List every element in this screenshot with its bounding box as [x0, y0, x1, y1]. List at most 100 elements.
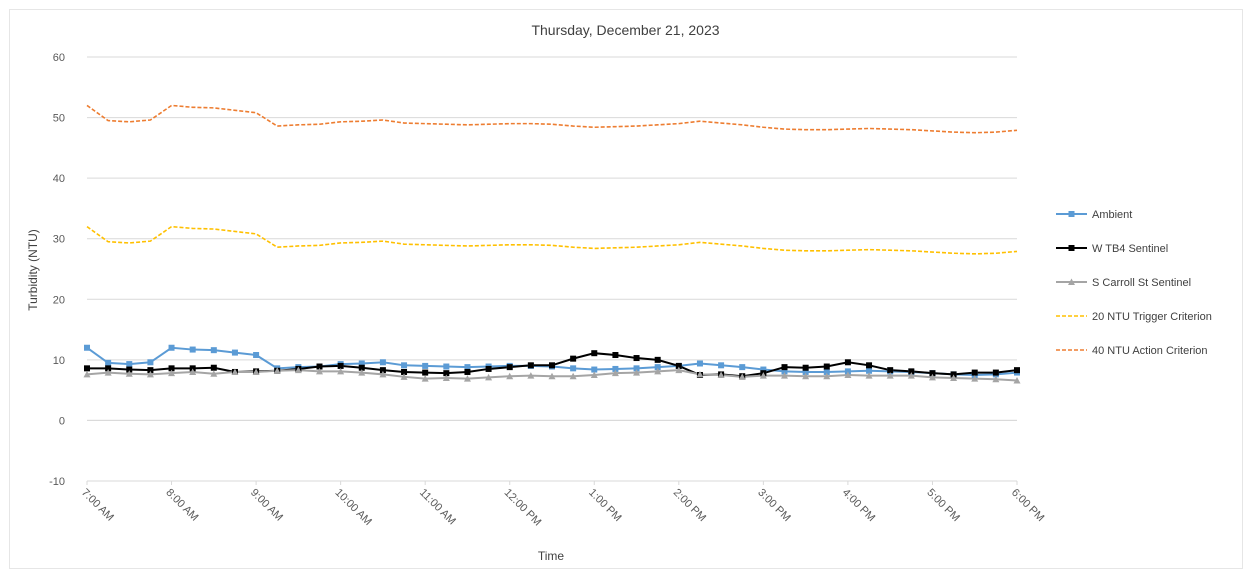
- data-point: [907, 372, 915, 379]
- data-point: [84, 344, 90, 351]
- legend-marker: [1068, 245, 1075, 251]
- data-point: [400, 373, 408, 380]
- x-tick-label: 9:00 AM: [248, 487, 285, 524]
- legend-entry: 20 NTU Trigger Criterion: [1092, 311, 1212, 323]
- data-point: [950, 371, 957, 378]
- series-line-4: [86, 104, 1018, 134]
- data-point: [633, 355, 640, 362]
- data-point: [844, 368, 851, 375]
- data-point: [105, 365, 112, 372]
- legend-entry: S Carroll St Sentinel: [1092, 277, 1191, 289]
- legend-marker: [1068, 278, 1075, 285]
- x-tick-label: 4:00 PM: [840, 487, 877, 524]
- data-point: [401, 362, 408, 369]
- data-point: [675, 366, 683, 374]
- data-point: [422, 362, 429, 369]
- y-tick-label: 60: [53, 52, 65, 64]
- data-point: [971, 369, 978, 376]
- y-tick-label: 0: [59, 415, 65, 427]
- data-point: [569, 372, 577, 380]
- data-point: [654, 356, 661, 363]
- data-point: [992, 369, 999, 376]
- data-point: [506, 372, 514, 380]
- x-tick-label: 7:00 AM: [79, 487, 116, 524]
- data-point: [485, 373, 493, 381]
- data-point: [570, 365, 577, 372]
- data-point: [866, 362, 873, 369]
- data-point: [189, 346, 196, 353]
- data-point: [696, 370, 704, 378]
- data-point: [823, 363, 830, 370]
- legend-entry: Ambient: [1092, 209, 1132, 221]
- data-point: [928, 373, 936, 381]
- data-point: [105, 359, 112, 366]
- data-point: [506, 364, 513, 371]
- data-point: [908, 368, 915, 375]
- data-point: [739, 364, 746, 371]
- data-point: [971, 375, 979, 382]
- data-point: [337, 367, 345, 375]
- data-point: [781, 368, 788, 375]
- data-point: [83, 370, 91, 378]
- data-point: [146, 370, 154, 378]
- data-point: [464, 364, 471, 371]
- data-point: [189, 365, 196, 372]
- legend-entry: 40 NTU Action Criterion: [1092, 345, 1208, 357]
- data-point: [210, 364, 217, 371]
- data-point: [633, 365, 640, 372]
- data-point: [802, 368, 809, 375]
- data-point: [992, 375, 1000, 383]
- data-point: [654, 367, 662, 375]
- data-point: [738, 373, 746, 380]
- data-point: [210, 347, 217, 354]
- data-point: [231, 349, 238, 356]
- data-point: [273, 367, 281, 374]
- data-point: [759, 372, 767, 379]
- data-point: [591, 366, 598, 373]
- data-point: [781, 372, 788, 379]
- data-point: [760, 366, 767, 373]
- x-tick-label: 1:00 PM: [586, 487, 623, 524]
- data-point: [147, 359, 154, 366]
- data-point: [886, 372, 894, 379]
- y-tick-label: 50: [53, 113, 65, 125]
- data-point: [443, 370, 450, 377]
- data-point: [844, 371, 852, 378]
- data-point: [379, 367, 386, 374]
- data-point: [823, 372, 831, 380]
- data-point: [591, 350, 598, 357]
- data-point: [126, 366, 133, 373]
- data-point: [611, 369, 619, 377]
- data-point: [231, 368, 239, 375]
- data-point: [126, 361, 133, 368]
- x-tick-label: 3:00 PM: [755, 487, 792, 524]
- x-tick-label: 6:00 PM: [1009, 487, 1046, 524]
- data-point: [443, 363, 450, 370]
- data-point: [802, 364, 809, 371]
- chart-frame: [9, 9, 1243, 569]
- data-point: [887, 367, 894, 374]
- data-point: [865, 372, 873, 379]
- data-point: [717, 371, 725, 378]
- data-point: [294, 366, 302, 374]
- x-tick-label: 10:00 AM: [333, 487, 374, 528]
- chart-title: Thursday, December 21, 2023: [531, 22, 720, 38]
- data-point: [823, 368, 830, 375]
- x-tick-label: 11:00 AM: [417, 487, 458, 528]
- x-tick-label: 5:00 PM: [924, 487, 961, 524]
- x-tick-label: 8:00 AM: [163, 487, 200, 524]
- y-tick-label: 10: [53, 355, 65, 367]
- y-tick-label: 40: [53, 173, 65, 185]
- data-point: [379, 370, 387, 378]
- data-point: [358, 369, 366, 376]
- data-point: [253, 352, 260, 359]
- data-point: [527, 372, 535, 379]
- data-point: [464, 368, 471, 375]
- data-point: [316, 363, 323, 370]
- data-point: [252, 368, 260, 375]
- data-point: [718, 362, 725, 369]
- data-point: [421, 375, 429, 382]
- legend-entry: W TB4 Sentinel: [1092, 243, 1168, 255]
- data-point: [358, 364, 365, 371]
